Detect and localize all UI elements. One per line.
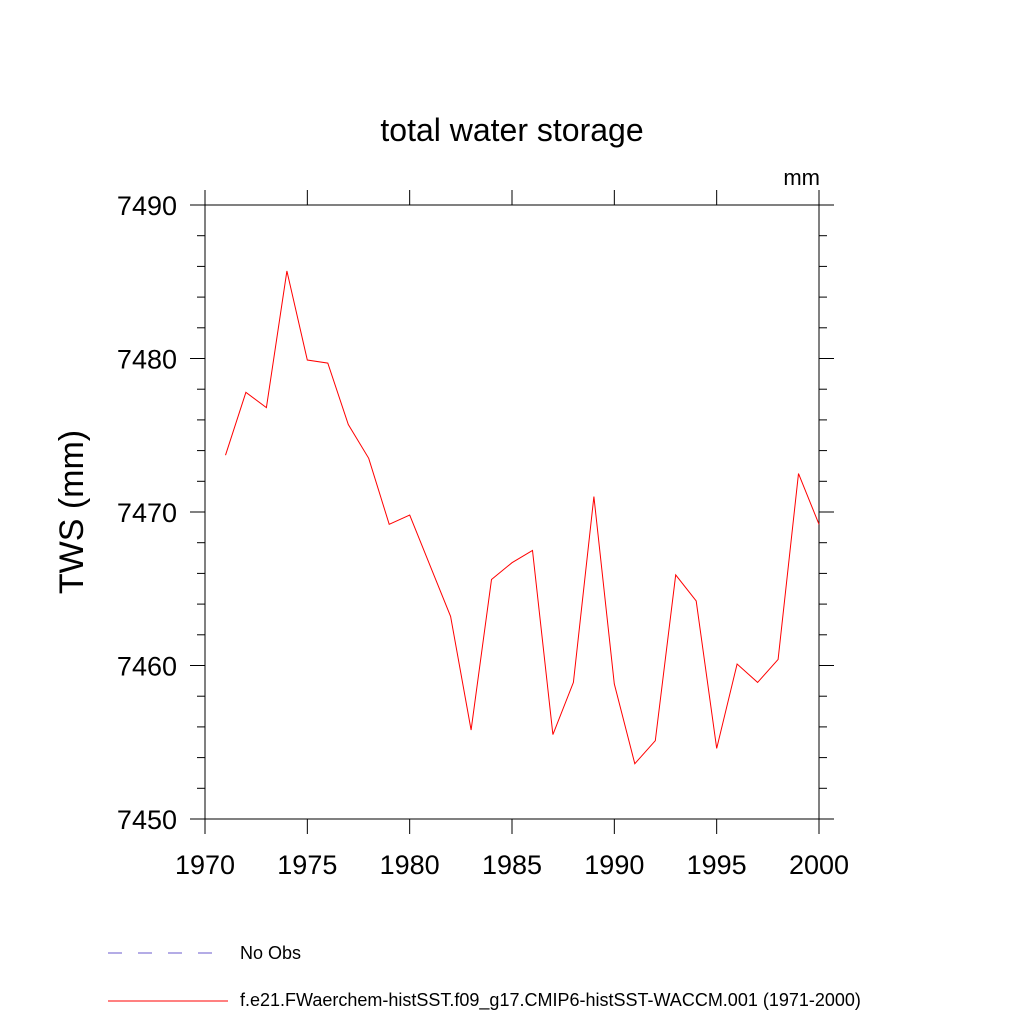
y-tick-label: 7480	[117, 345, 177, 375]
legend-label-model: f.e21.FWaerchem-histSST.f09_g17.CMIP6-hi…	[240, 990, 861, 1011]
plot-frame	[204, 204, 820, 820]
x-tick-label: 1980	[380, 850, 440, 880]
y-tick-label: 7460	[117, 652, 177, 682]
y-tick-label: 7490	[117, 191, 177, 221]
x-tick-label: 2000	[789, 850, 849, 880]
x-tick-label: 1995	[687, 850, 747, 880]
x-tick-label: 1975	[277, 850, 337, 880]
chart-title: total water storage	[380, 112, 643, 148]
y-axis-tick-labels: 7450 7460 7470 7480 7490	[117, 191, 177, 835]
y-axis-label: TWS (mm)	[53, 430, 91, 594]
x-tick-label: 1985	[482, 850, 542, 880]
x-axis-tick-labels: 1970 1975 1980 1985 1990 1995 2000	[175, 850, 849, 880]
series-line	[225, 270, 820, 765]
legend-label-no-obs: No Obs	[240, 943, 301, 963]
units-label: mm	[783, 165, 820, 190]
legend: No Obs f.e21.FWaerchem-histSST.f09_g17.C…	[108, 943, 861, 1011]
y-tick-label: 7450	[117, 805, 177, 835]
y-tick-label: 7470	[117, 498, 177, 528]
x-tick-label: 1990	[584, 850, 644, 880]
axis-ticks	[190, 190, 834, 834]
series-lines	[225, 270, 820, 765]
x-tick-label: 1970	[175, 850, 235, 880]
